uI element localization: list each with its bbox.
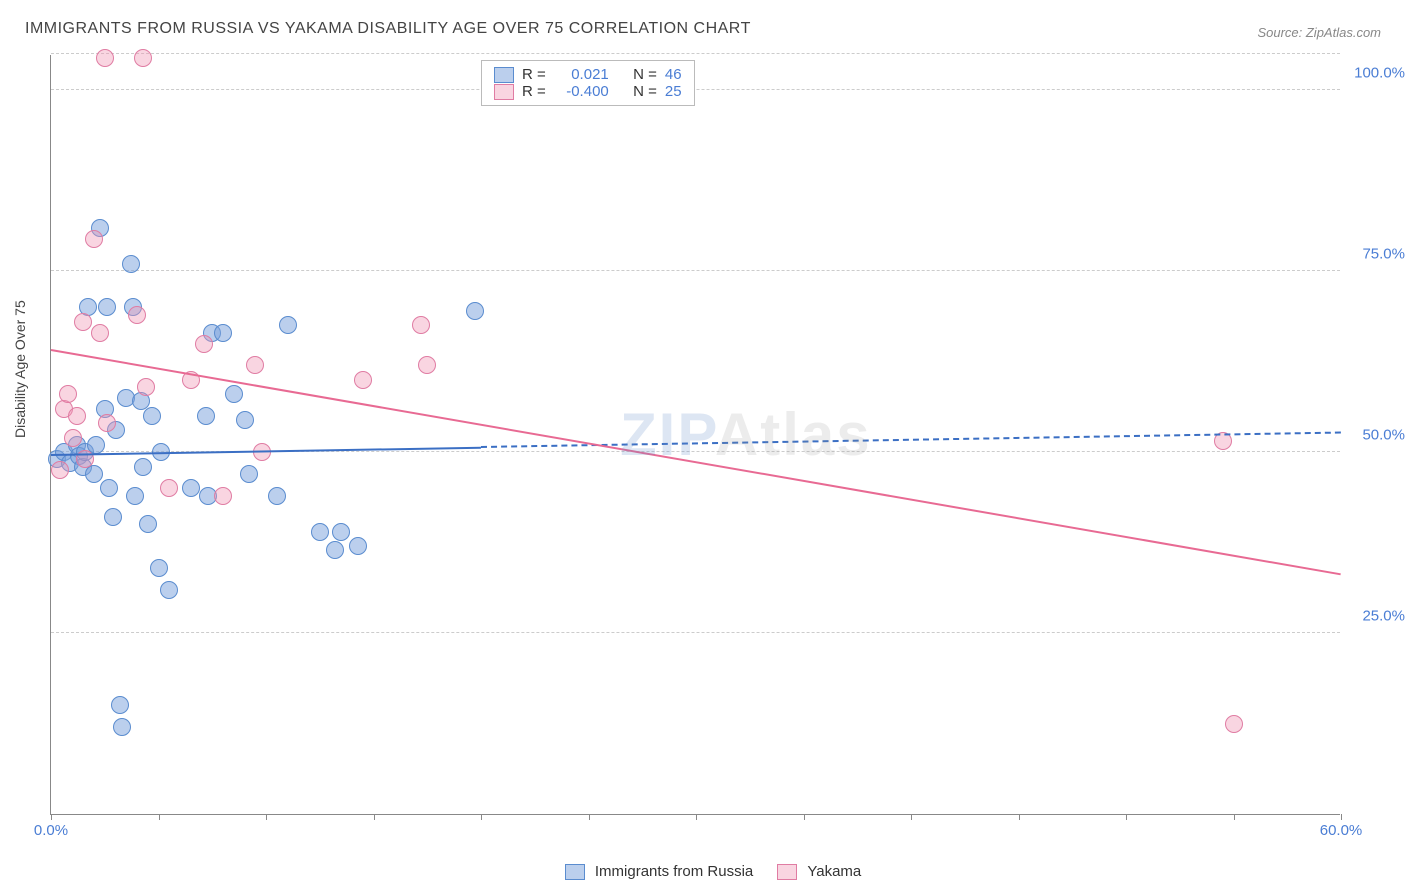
legend-swatch-blue [565,864,585,880]
scatter-point [137,378,155,396]
scatter-point [279,316,297,334]
scatter-point [225,385,243,403]
scatter-point [98,298,116,316]
stats-legend-row: R = -0.400 N = 25 [494,83,682,100]
x-tick [374,814,375,820]
gridline-h [51,632,1340,633]
n-label: N = [633,66,657,83]
scatter-point [128,306,146,324]
n-value: 25 [665,83,682,100]
scatter-point [104,508,122,526]
trend-line [51,349,1341,575]
r-label: R = [522,66,546,83]
scatter-point [160,581,178,599]
x-tick [696,814,697,820]
gridline-h [51,270,1340,271]
scatter-point [214,324,232,342]
y-axis-label: Disability Age Over 75 [12,300,28,438]
legend-swatch-pink [777,864,797,880]
legend-label-2: Yakama [807,863,861,880]
y-tick-label: 50.0% [1362,427,1405,444]
n-value: 46 [665,66,682,83]
scatter-point [51,461,69,479]
scatter-point [268,487,286,505]
legend-swatch [494,67,514,83]
scatter-point [74,313,92,331]
scatter-point [182,479,200,497]
x-tick [1019,814,1020,820]
scatter-point [143,407,161,425]
scatter-point [100,479,118,497]
scatter-point [68,407,86,425]
scatter-point [85,230,103,248]
scatter-point [349,537,367,555]
gridline-h [51,89,1340,90]
scatter-point [150,559,168,577]
bottom-legend: Immigrants from Russia Yakama [0,863,1406,880]
scatter-point [466,302,484,320]
x-tick [481,814,482,820]
scatter-point [214,487,232,505]
stats-legend: R = 0.021 N = 46 R = -0.400 N = 25 [481,60,695,106]
scatter-point [332,523,350,541]
scatter-point [160,479,178,497]
scatter-point [96,49,114,67]
scatter-point [139,515,157,533]
scatter-point [311,523,329,541]
scatter-point [122,255,140,273]
scatter-point [236,411,254,429]
y-tick-label: 75.0% [1362,246,1405,263]
scatter-point [134,49,152,67]
scatter-point [134,458,152,476]
source-citation: Source: ZipAtlas.com [1257,25,1381,40]
x-tick [804,814,805,820]
plot-area: 25.0%50.0%75.0%100.0%0.0%60.0%R =0.021 N… [50,55,1340,815]
scatter-point [197,407,215,425]
x-tick [1341,814,1342,820]
scatter-point [1225,715,1243,733]
x-tick-label: 60.0% [1320,822,1363,839]
scatter-point [412,316,430,334]
x-tick-label: 0.0% [34,822,68,839]
scatter-point [113,718,131,736]
scatter-point [111,696,129,714]
n-label: N = [633,83,657,100]
scatter-point [418,356,436,374]
x-tick [911,814,912,820]
x-tick [159,814,160,820]
x-tick [1234,814,1235,820]
r-value: 0.021 [554,66,609,83]
x-tick [589,814,590,820]
legend-swatch [494,84,514,100]
scatter-point [91,324,109,342]
r-value: -0.400 [554,83,609,100]
y-tick-label: 25.0% [1362,608,1405,625]
chart-title: IMMIGRANTS FROM RUSSIA VS YAKAMA DISABIL… [25,20,751,38]
scatter-point [59,385,77,403]
y-tick-label: 100.0% [1354,65,1405,82]
scatter-point [195,335,213,353]
x-tick [266,814,267,820]
scatter-point [246,356,264,374]
scatter-point [98,414,116,432]
x-tick [51,814,52,820]
r-label: R = [522,83,546,100]
legend-label-1: Immigrants from Russia [595,863,753,880]
scatter-point [240,465,258,483]
scatter-point [64,429,82,447]
gridline-h [51,53,1340,54]
stats-legend-row: R = 0.021 N = 46 [494,66,682,83]
scatter-point [326,541,344,559]
scatter-point [354,371,372,389]
scatter-point [126,487,144,505]
x-tick [1126,814,1127,820]
